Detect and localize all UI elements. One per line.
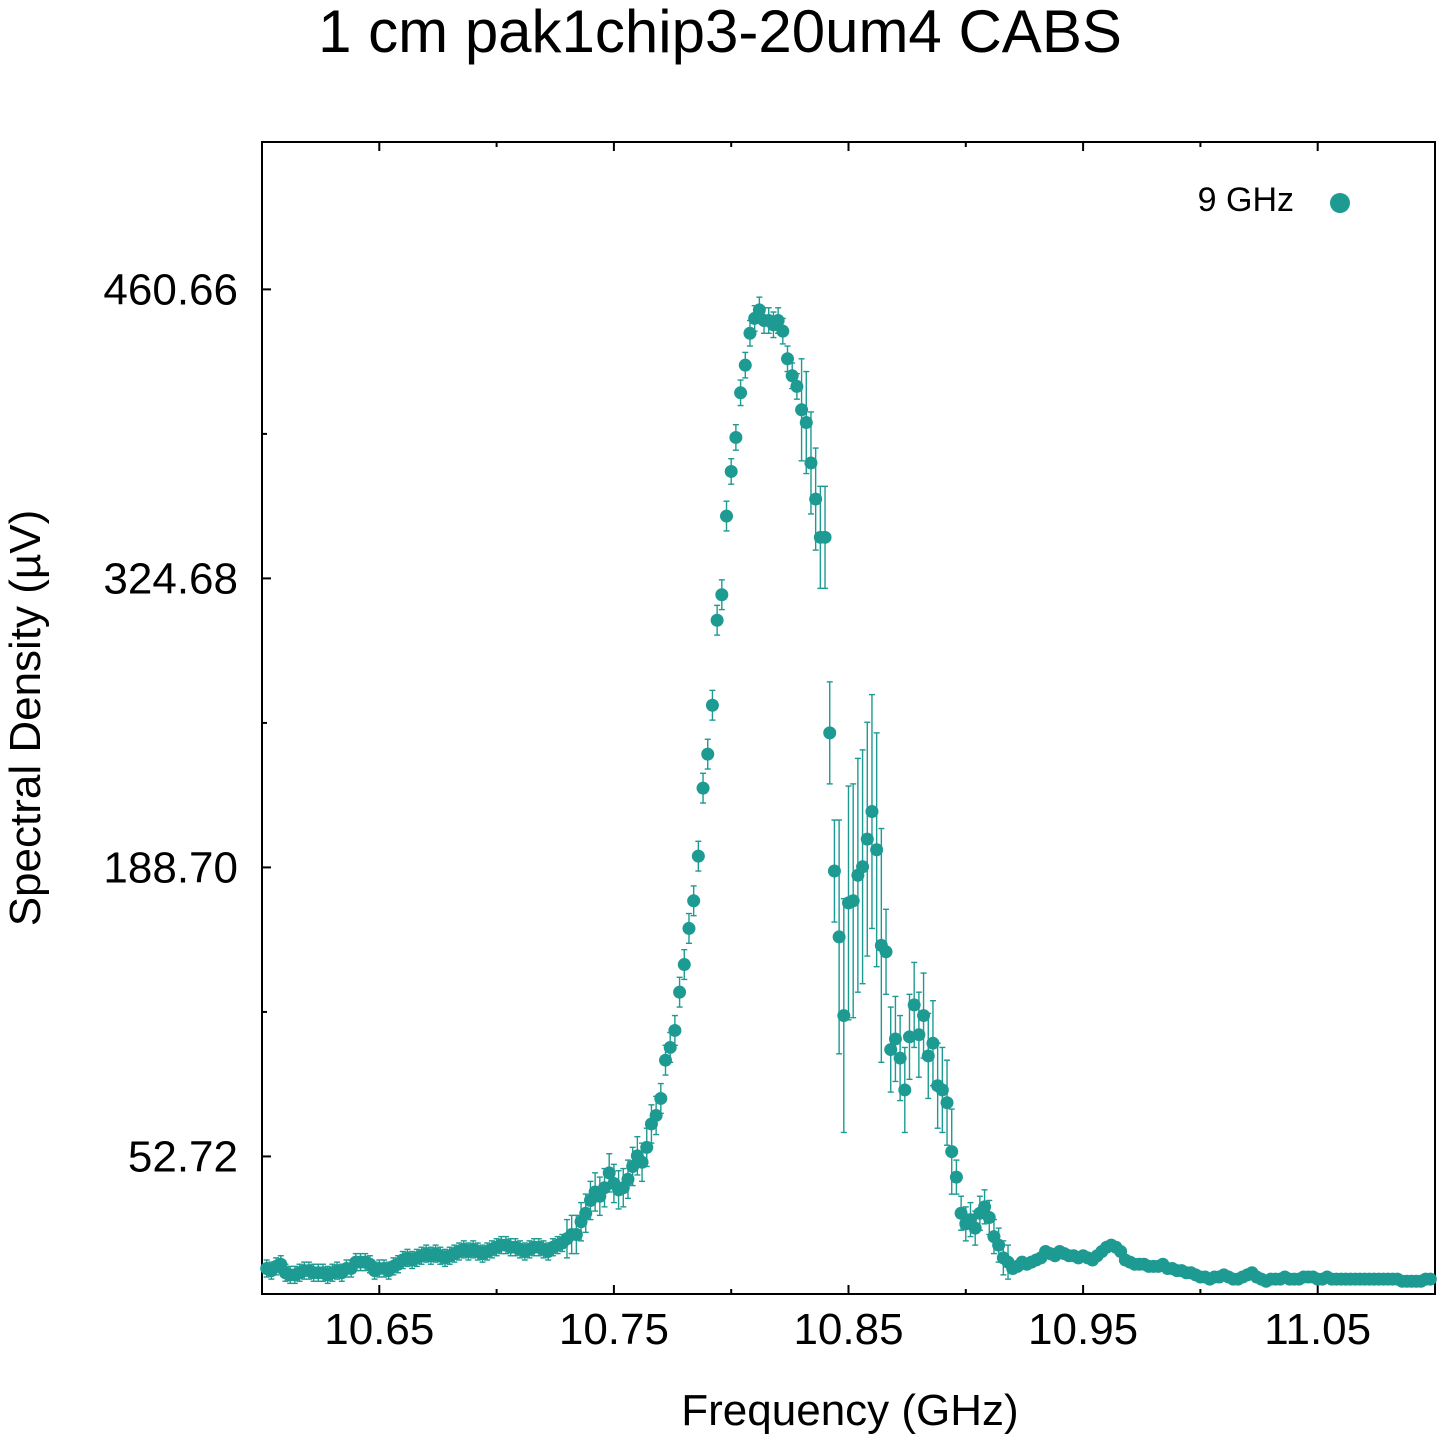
data-point: [720, 509, 734, 523]
x-tick-label: 10.85: [793, 1305, 903, 1354]
data-point: [710, 613, 724, 627]
data-point: [649, 1108, 663, 1122]
data-point: [682, 921, 696, 935]
data-point: [982, 1210, 996, 1224]
data-point: [860, 832, 874, 846]
legend-label: 9 GHz: [1198, 181, 1294, 219]
data-point: [771, 314, 785, 328]
data-point: [912, 1028, 926, 1042]
data-point: [673, 985, 687, 999]
data-point: [804, 456, 818, 470]
data-point: [827, 864, 841, 878]
data-point: [856, 860, 870, 874]
data-point: [795, 403, 809, 417]
y-tick-label: 52.72: [128, 1132, 238, 1181]
legend: 9 GHz: [1198, 181, 1350, 219]
y-tick-label: 188.70: [103, 843, 238, 892]
x-tick-label: 10.95: [1028, 1305, 1138, 1354]
data-point: [705, 698, 719, 712]
y-axis-label: Spectral Density (µV): [1, 510, 50, 927]
data-point: [602, 1166, 616, 1180]
data-point: [715, 588, 729, 602]
data-point: [893, 1051, 907, 1065]
data-point: [738, 358, 752, 372]
data-point: [940, 1096, 954, 1110]
data-point: [790, 379, 804, 393]
data-point: [635, 1155, 649, 1169]
data-point: [687, 894, 701, 908]
data-point: [926, 1036, 940, 1050]
data-point: [837, 1009, 851, 1023]
data-point: [935, 1083, 949, 1097]
data-point: [978, 1200, 992, 1214]
data-point: [968, 1221, 982, 1235]
x-axis-label: Frequency (GHz): [681, 1386, 1018, 1435]
data-point: [809, 492, 823, 506]
data-point: [696, 781, 710, 795]
data-point: [865, 805, 879, 819]
data-point: [729, 430, 743, 444]
data-point: [640, 1140, 654, 1154]
chart-title: 1 cm pak1chip3-20um4 CABS: [318, 0, 1122, 65]
data-point: [579, 1206, 593, 1220]
data-point: [917, 1009, 931, 1023]
data-point: [921, 1049, 935, 1063]
data-point: [743, 326, 757, 340]
data-point: [954, 1206, 968, 1220]
data-point: [659, 1053, 673, 1067]
data-point: [907, 998, 921, 1012]
data-point: [846, 894, 860, 908]
legend-marker: [1330, 193, 1350, 213]
y-tick-label: 324.68: [103, 554, 238, 603]
plot-frame: [261, 141, 1436, 1295]
data-point: [870, 843, 884, 857]
data-point: [691, 849, 705, 863]
data-point: [888, 1032, 902, 1046]
data-point: [668, 1023, 682, 1037]
data-point: [781, 352, 795, 366]
data-point: [1423, 1272, 1437, 1286]
data-point: [832, 930, 846, 944]
x-tick-label: 10.65: [324, 1305, 434, 1354]
data-point: [785, 369, 799, 383]
y-tick-label: 460.66: [103, 265, 238, 314]
data-point: [621, 1172, 635, 1186]
data-point: [879, 945, 893, 959]
x-tick-label: 10.75: [559, 1305, 669, 1354]
data-point: [799, 416, 813, 430]
data-point: [949, 1170, 963, 1184]
data-point: [752, 303, 766, 317]
x-tick-label: 11.05: [1264, 1305, 1371, 1354]
data-point: [724, 464, 738, 478]
data-point: [654, 1091, 668, 1105]
axis-ticks: 10.65 10.75 10.85 10.95 11.05 52.72 188.70 324.…: [103, 142, 1371, 1354]
data-point: [992, 1238, 1006, 1252]
data-point: [701, 747, 715, 761]
data-point: [776, 324, 790, 338]
data-point: [677, 958, 691, 972]
data-point: [663, 1040, 677, 1054]
data-point: [823, 726, 837, 740]
data-point: [818, 530, 832, 544]
data-point: [945, 1145, 959, 1159]
data-point: [569, 1227, 583, 1241]
data-point: [884, 1043, 898, 1057]
data-points: [260, 296, 1437, 1288]
data-point: [898, 1083, 912, 1097]
data-point: [734, 386, 748, 400]
